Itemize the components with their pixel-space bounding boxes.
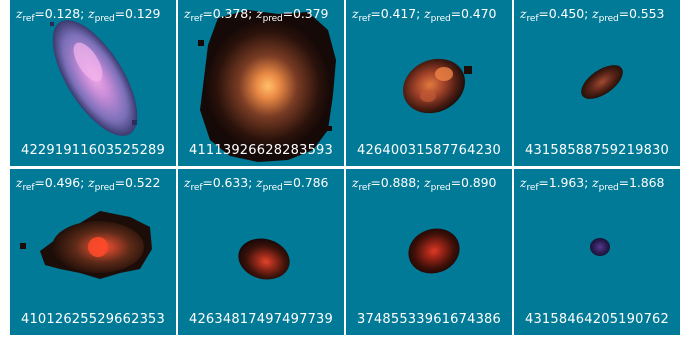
z-ref-value: 0.450 — [548, 6, 585, 21]
z-pred-value: 0.470 — [461, 6, 497, 21]
z-pred-value: 0.786 — [293, 175, 329, 190]
object-id: 41012625529662353 — [20, 312, 165, 327]
z-ref-value: 0.417 — [380, 6, 417, 21]
object-id: 41113926628283593 — [188, 143, 333, 158]
redshift-label: zref=1.963; zpred=1.868 — [520, 175, 665, 193]
galaxy-panel: zref=0.633; zpred=0.786 4263481749749773… — [178, 169, 344, 335]
z-ref-value: 0.888 — [380, 175, 417, 190]
redshift-label: zref=0.450; zpred=0.553 — [520, 6, 665, 24]
galaxy-panel: zref=0.417; zpred=0.470 4264003158776423… — [346, 0, 512, 166]
z-pred-value: 0.890 — [461, 175, 497, 190]
object-id: 43158464205190762 — [524, 312, 669, 327]
redshift-label: zref=0.417; zpred=0.470 — [352, 6, 497, 24]
galaxy-panel: zref=0.128; zpred=0.129 4229191160352528… — [10, 0, 176, 166]
z-ref-value: 0.496 — [44, 175, 81, 190]
redshift-label: zref=0.496; zpred=0.522 — [16, 175, 161, 193]
galaxy-image — [20, 211, 152, 279]
galaxy-image — [50, 20, 138, 136]
galaxy-panel: zref=0.378; zpred=0.379 4111392662828359… — [178, 0, 344, 166]
object-id: 43158588759219830 — [524, 143, 669, 158]
object-id: 42291911603525289 — [20, 143, 165, 158]
galaxy-panel: zref=1.963; zpred=1.868 4315846420519076… — [514, 169, 680, 335]
redshift-label: zref=0.378; zpred=0.379 — [184, 6, 329, 24]
galaxy-image — [402, 58, 472, 114]
galaxy-panel: zref=0.888; zpred=0.890 3748553396167438… — [346, 169, 512, 335]
redshift-label: zref=0.633; zpred=0.786 — [184, 175, 329, 193]
galaxy-panel: zref=0.450; zpred=0.553 4315858875921983… — [514, 0, 680, 166]
z-ref-value: 0.378 — [212, 6, 249, 21]
z-ref-value: 1.963 — [548, 175, 585, 190]
redshift-label: zref=0.888; zpred=0.890 — [352, 175, 497, 193]
z-pred-value: 0.553 — [629, 6, 665, 21]
z-ref-value: 0.633 — [212, 175, 249, 190]
galaxy-grid: zref=0.128; zpred=0.129 4229191160352528… — [10, 0, 680, 336]
z-pred-value: 1.868 — [629, 175, 665, 190]
galaxy-image — [238, 238, 290, 280]
galaxy-image — [590, 238, 610, 256]
z-pred-value: 0.129 — [125, 6, 161, 21]
galaxy-image — [408, 228, 460, 274]
z-pred-value: 0.379 — [293, 6, 329, 21]
object-id: 37485533961674386 — [356, 312, 501, 327]
galaxy-panel: zref=0.496; zpred=0.522 4101262552966235… — [10, 169, 176, 335]
z-ref-value: 0.128 — [44, 6, 81, 21]
galaxy-image — [198, 10, 336, 162]
z-pred-value: 0.522 — [125, 175, 161, 190]
object-id: 42640031587764230 — [356, 143, 501, 158]
object-id: 42634817497497739 — [188, 312, 333, 327]
galaxy-image — [581, 65, 623, 99]
redshift-label: zref=0.128; zpred=0.129 — [16, 6, 161, 24]
